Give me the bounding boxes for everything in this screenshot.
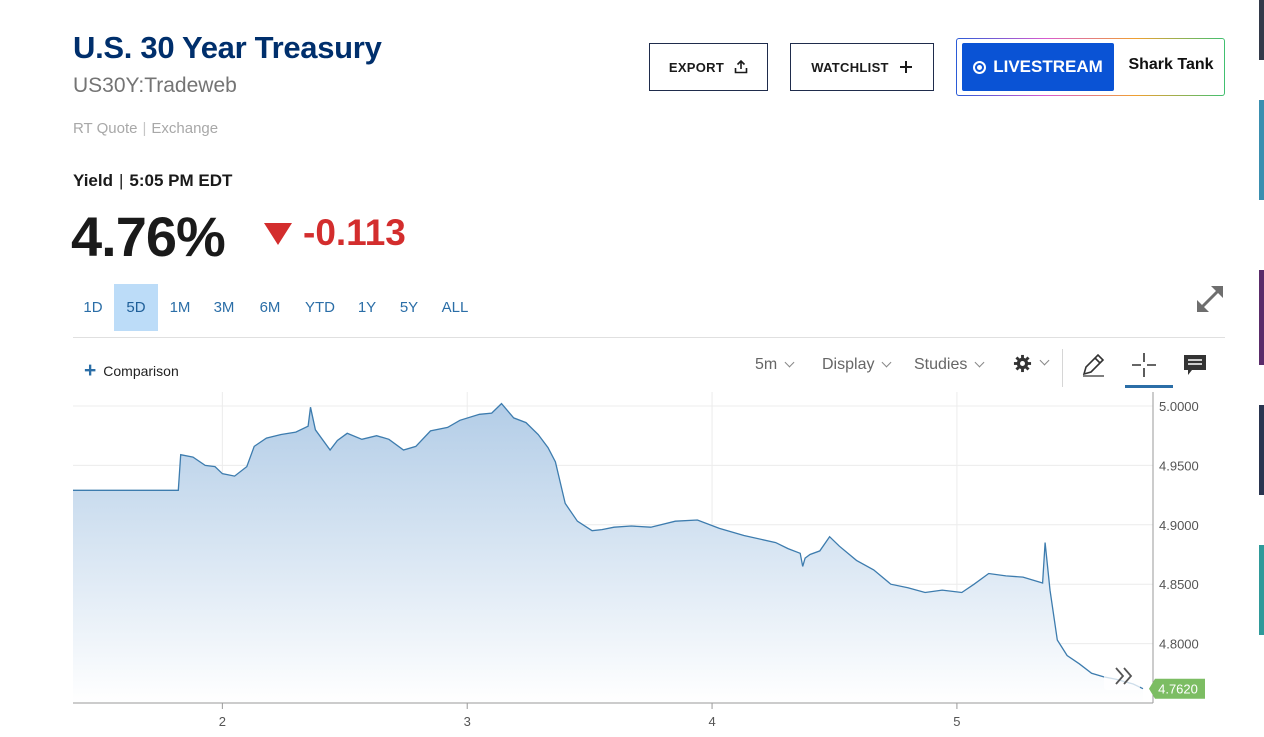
studies-dropdown[interactable]: Studies xyxy=(914,356,985,374)
quote-type: RT Quote xyxy=(73,120,138,137)
down-arrow-icon xyxy=(264,223,292,245)
y-tick-label: 4.9000 xyxy=(1159,518,1199,533)
toolbar-separator xyxy=(1062,349,1063,387)
yield-area xyxy=(73,403,1143,703)
y-tick-label: 5.0000 xyxy=(1159,399,1199,414)
gear-icon xyxy=(1013,354,1032,373)
settings-dropdown[interactable] xyxy=(1013,354,1050,373)
livestream-label: LIVESTREAM xyxy=(993,57,1103,76)
comparison-label: Comparison xyxy=(103,362,179,379)
range-ytd[interactable]: YTD xyxy=(305,299,335,316)
export-label: EXPORT xyxy=(668,59,725,75)
pencil-icon[interactable] xyxy=(1078,350,1108,380)
range-6m[interactable]: 6M xyxy=(259,299,281,316)
y-axis-labels: 4.8000 4.8500 4.9000 4.9500 5.0000 xyxy=(1159,399,1199,652)
plus-icon: + xyxy=(84,359,97,382)
watchlist-label: WATCHLIST xyxy=(811,59,889,75)
upload-icon xyxy=(734,60,748,74)
current-value-tag xyxy=(1149,678,1205,699)
y-tick-label: 4.9500 xyxy=(1159,458,1199,473)
range-all[interactable]: ALL xyxy=(441,299,469,316)
x-tick-label: 5 xyxy=(953,714,960,729)
export-button[interactable]: EXPORT xyxy=(649,43,768,91)
chevron-down-icon xyxy=(882,357,892,367)
last-yield: 4.76% xyxy=(71,205,226,268)
watchlist-button[interactable]: WATCHLIST xyxy=(790,43,934,91)
range-3m[interactable]: 3M xyxy=(213,299,235,316)
x-tick-label: 4 xyxy=(708,714,715,729)
display-dropdown[interactable]: Display xyxy=(822,356,892,374)
current-value-label: 4.7620 xyxy=(1149,678,1205,699)
comparison-button[interactable]: + Comparison xyxy=(84,360,179,381)
live-dot-icon xyxy=(973,60,987,74)
interval-label: 5m xyxy=(755,356,778,373)
yield-separator: | xyxy=(119,171,124,190)
range-1d[interactable]: 1D xyxy=(83,299,103,316)
active-tool-indicator xyxy=(1125,385,1173,388)
chart-divider xyxy=(73,337,1225,338)
studies-label: Studies xyxy=(914,356,968,373)
display-label: Display xyxy=(822,356,875,373)
quote-source: RT Quote | Exchange xyxy=(73,120,218,137)
quote-exchange: Exchange xyxy=(151,120,219,137)
range-5d[interactable]: 5D xyxy=(114,284,158,331)
quote-time: 5:05 PM EDT xyxy=(129,171,233,190)
quote-separator: | xyxy=(142,120,147,137)
plus-icon xyxy=(899,61,912,73)
chart-axes xyxy=(73,392,1154,704)
yield-chart[interactable]: 2 3 4 5 4.8000 4.8500 4.9000 4.9500 5.0000 4.76… xyxy=(0,390,1264,737)
x-axis-labels: 2 3 4 5 xyxy=(219,714,961,729)
yield-line xyxy=(73,402,1144,690)
range-1m[interactable]: 1M xyxy=(169,299,191,316)
chevron-down-icon xyxy=(1039,355,1050,366)
interval-dropdown[interactable]: 5m xyxy=(755,356,795,374)
yield-time-line: Yield | 5:05 PM EDT xyxy=(73,171,232,191)
livestream-show-link[interactable]: Shark Tank xyxy=(1128,56,1214,73)
y-tick-label: 4.8000 xyxy=(1159,637,1199,652)
scroll-right-button[interactable] xyxy=(1104,662,1140,690)
instrument-symbol: US30Y:Tradeweb xyxy=(73,74,237,97)
double-chevron-right-icon xyxy=(1115,667,1133,685)
y-tick-label: 4.8500 xyxy=(1159,577,1199,592)
crosshair-icon[interactable] xyxy=(1129,350,1159,380)
yield-label: Yield xyxy=(73,171,113,190)
chevron-down-icon xyxy=(784,357,795,367)
page-title: U.S. 30 Year Treasury xyxy=(73,30,382,65)
comment-icon[interactable] xyxy=(1180,350,1210,380)
right-edge-thumbnails xyxy=(1259,0,1264,635)
yield-change: -0.113 xyxy=(303,212,406,253)
range-5y[interactable]: 5Y xyxy=(399,299,419,316)
x-tick-label: 2 xyxy=(219,714,226,729)
chevron-down-icon xyxy=(974,357,985,367)
x-tick-label: 3 xyxy=(464,714,471,729)
livestream-button[interactable]: LIVESTREAM xyxy=(962,43,1114,91)
range-1y[interactable]: 1Y xyxy=(357,299,377,316)
current-value-text: 4.7620 xyxy=(1158,682,1198,697)
expand-arrows-icon[interactable] xyxy=(1193,282,1227,316)
